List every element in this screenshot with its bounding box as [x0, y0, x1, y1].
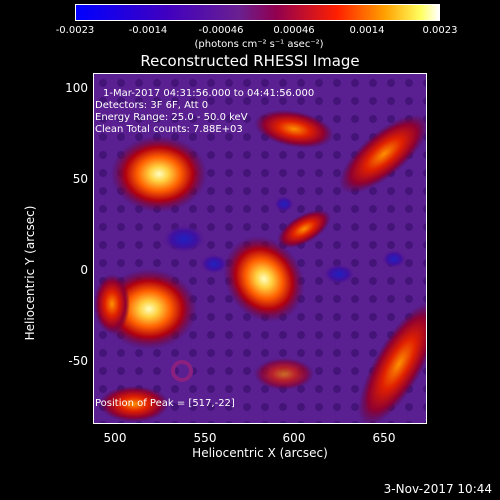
generation-timestamp: 3-Nov-2017 10:44 — [383, 482, 492, 496]
colorbar-tick-label: -0.0014 — [128, 25, 168, 36]
colorbar-tick-label: 0.00046 — [273, 25, 315, 36]
energy-range-info: Energy Range: 25.0 - 50.0 keV — [95, 112, 248, 123]
peak-position-label: Position of Peak = [517,-22] — [95, 398, 235, 409]
y-tick-label: 50 — [72, 172, 88, 186]
plot-title: Reconstructed RHESSI Image — [140, 52, 360, 70]
y-axis-label: Heliocentric Y (arcsec) — [23, 205, 37, 341]
y-tick-label: 0 — [80, 263, 88, 277]
colorbar-units-label: (photons cm⁻² s⁻¹ asec⁻²) — [194, 39, 324, 50]
detectors-info: Detectors: 3F 6F, Att 0 — [95, 100, 209, 111]
color-scale-bar — [75, 4, 440, 21]
colorbar-tick-label: 0.0014 — [349, 25, 385, 36]
observation-time-range: 1-Mar-2017 04:31:56.000 to 04:41:56.000 — [103, 88, 315, 99]
x-tick-label: 550 — [193, 431, 217, 445]
x-tick-label: 500 — [103, 431, 127, 445]
reconstructed-image-panel — [93, 73, 427, 424]
x-tick-label: 650 — [372, 431, 396, 445]
colorbar-tick-label: -0.00046 — [198, 25, 244, 36]
x-tick-label: 600 — [282, 431, 306, 445]
hxr-image — [94, 74, 426, 423]
x-axis-label: Heliocentric X (arcsec) — [192, 446, 328, 460]
colorbar-tick-label: 0.0023 — [422, 25, 458, 36]
clean-total-counts-info: Clean Total counts: 7.88E+03 — [95, 124, 243, 135]
colorbar-tick-label: -0.0023 — [55, 25, 95, 36]
y-tick-label: 100 — [65, 81, 88, 95]
y-tick-label: -50 — [68, 354, 88, 368]
